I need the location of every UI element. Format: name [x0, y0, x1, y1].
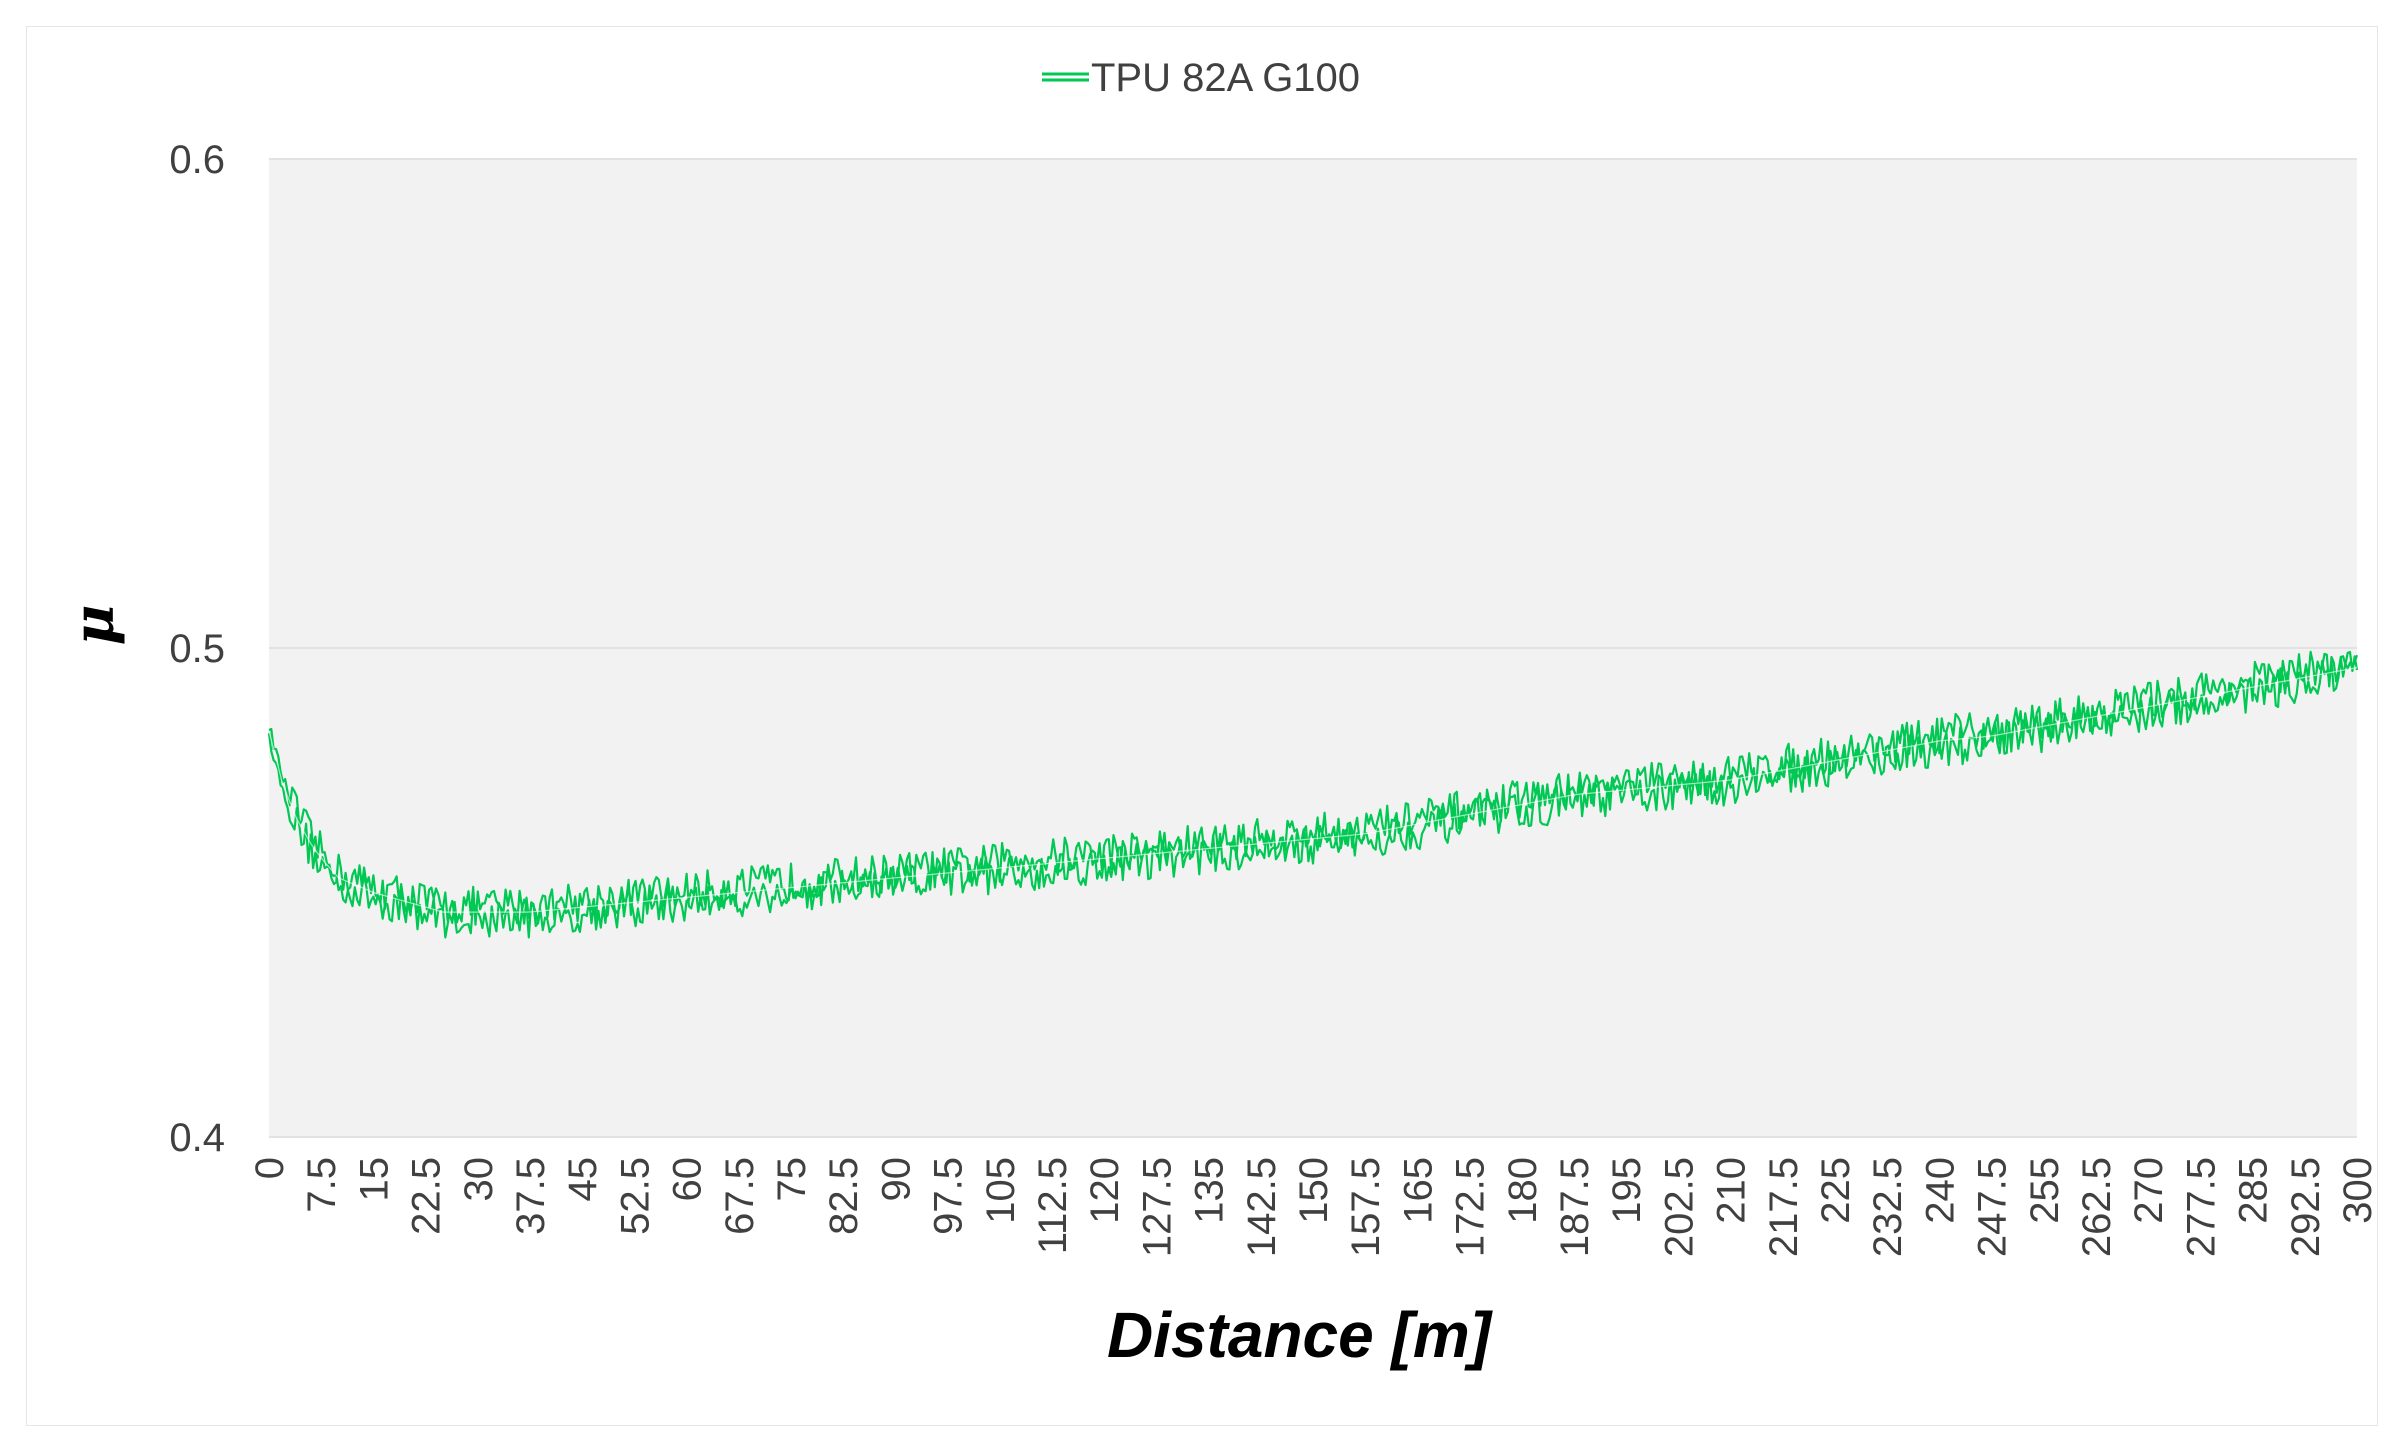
x-tick-label: 262.5: [2075, 1157, 2119, 1257]
x-tick-label: 165: [1396, 1157, 1440, 1224]
y-tick-label: 0.4: [169, 1116, 225, 1160]
chart-frame: 0.4 0.5 0.6 0 7.5 15 22.5 30 37.5 45 52.5 60 67.5 75…: [26, 26, 2378, 1426]
x-tick-label: 285: [2232, 1157, 2276, 1224]
x-tick-label: 225: [1814, 1157, 1858, 1224]
x-tick-label: 15: [352, 1157, 396, 1202]
x-tick-label: 60: [666, 1157, 710, 1202]
x-tick-label: 90: [874, 1157, 918, 1202]
x-tick-label: 247.5: [1971, 1157, 2015, 1257]
x-tick-label: 180: [1501, 1157, 1545, 1224]
x-tick-label: 82.5: [822, 1157, 866, 1235]
x-tick-label: 30: [457, 1157, 501, 1202]
x-tick-label: 97.5: [927, 1157, 971, 1235]
x-tick-label: 240: [1918, 1157, 1962, 1224]
y-tick-label: 0.5: [169, 627, 225, 671]
series-mean-line-1: [268, 667, 2358, 913]
x-tick-label: 0: [248, 1157, 292, 1179]
gridlines: [269, 158, 2357, 1138]
y-tick-label: 0.6: [169, 138, 225, 182]
y-axis-ticks: 0.4 0.5 0.6: [169, 138, 225, 1160]
x-tick-label: 45: [561, 1157, 605, 1202]
legend-label: TPU 82A G100: [1091, 56, 1360, 100]
x-tick-label: 75: [770, 1157, 814, 1202]
x-tick-label: 300: [2336, 1157, 2377, 1224]
x-axis-label: Distance [m]: [1107, 1299, 1494, 1371]
x-tick-label: 210: [1710, 1157, 1754, 1224]
series-layer: [267, 650, 2359, 939]
x-tick-label: 202.5: [1657, 1157, 1701, 1257]
series-line-1-trace-2: [267, 654, 2359, 939]
x-axis-ticks: 0 7.5 15 22.5 30 37.5 45 52.5 60 67.5 75 82.5 90 97.5…: [248, 1157, 2377, 1257]
x-tick-label: 7.5: [300, 1157, 344, 1213]
x-tick-label: 105: [979, 1157, 1023, 1224]
x-tick-label: 277.5: [2179, 1157, 2223, 1257]
x-tick-label: 127.5: [1135, 1157, 1179, 1257]
x-tick-label: 157.5: [1344, 1157, 1388, 1257]
x-tick-label: 187.5: [1553, 1157, 1597, 1257]
legend: TPU 82A G100: [1042, 56, 1360, 100]
x-tick-label: 120: [1083, 1157, 1127, 1224]
x-tick-label: 270: [2127, 1157, 2171, 1224]
x-tick-label: 67.5: [718, 1157, 762, 1235]
x-tick-label: 255: [2023, 1157, 2067, 1224]
x-tick-label: 37.5: [509, 1157, 553, 1235]
x-tick-label: 112.5: [1031, 1157, 1075, 1254]
chart: 0.4 0.5 0.6 0 7.5 15 22.5 30 37.5 45 52.5 60 67.5 75…: [61, 56, 2377, 1371]
x-tick-label: 217.5: [1762, 1157, 1806, 1257]
x-tick-label: 232.5: [1866, 1157, 1910, 1257]
x-tick-label: 292.5: [2284, 1157, 2328, 1257]
x-tick-label: 22.5: [405, 1157, 449, 1235]
x-tick-label: 172.5: [1449, 1157, 1493, 1257]
x-tick-label: 142.5: [1240, 1157, 1284, 1257]
x-tick-label: 195: [1605, 1157, 1649, 1224]
y-axis-label: μ: [61, 605, 127, 646]
x-tick-label: 135: [1188, 1157, 1232, 1224]
x-tick-label: 150: [1292, 1157, 1336, 1224]
x-tick-label: 52.5: [613, 1157, 657, 1235]
